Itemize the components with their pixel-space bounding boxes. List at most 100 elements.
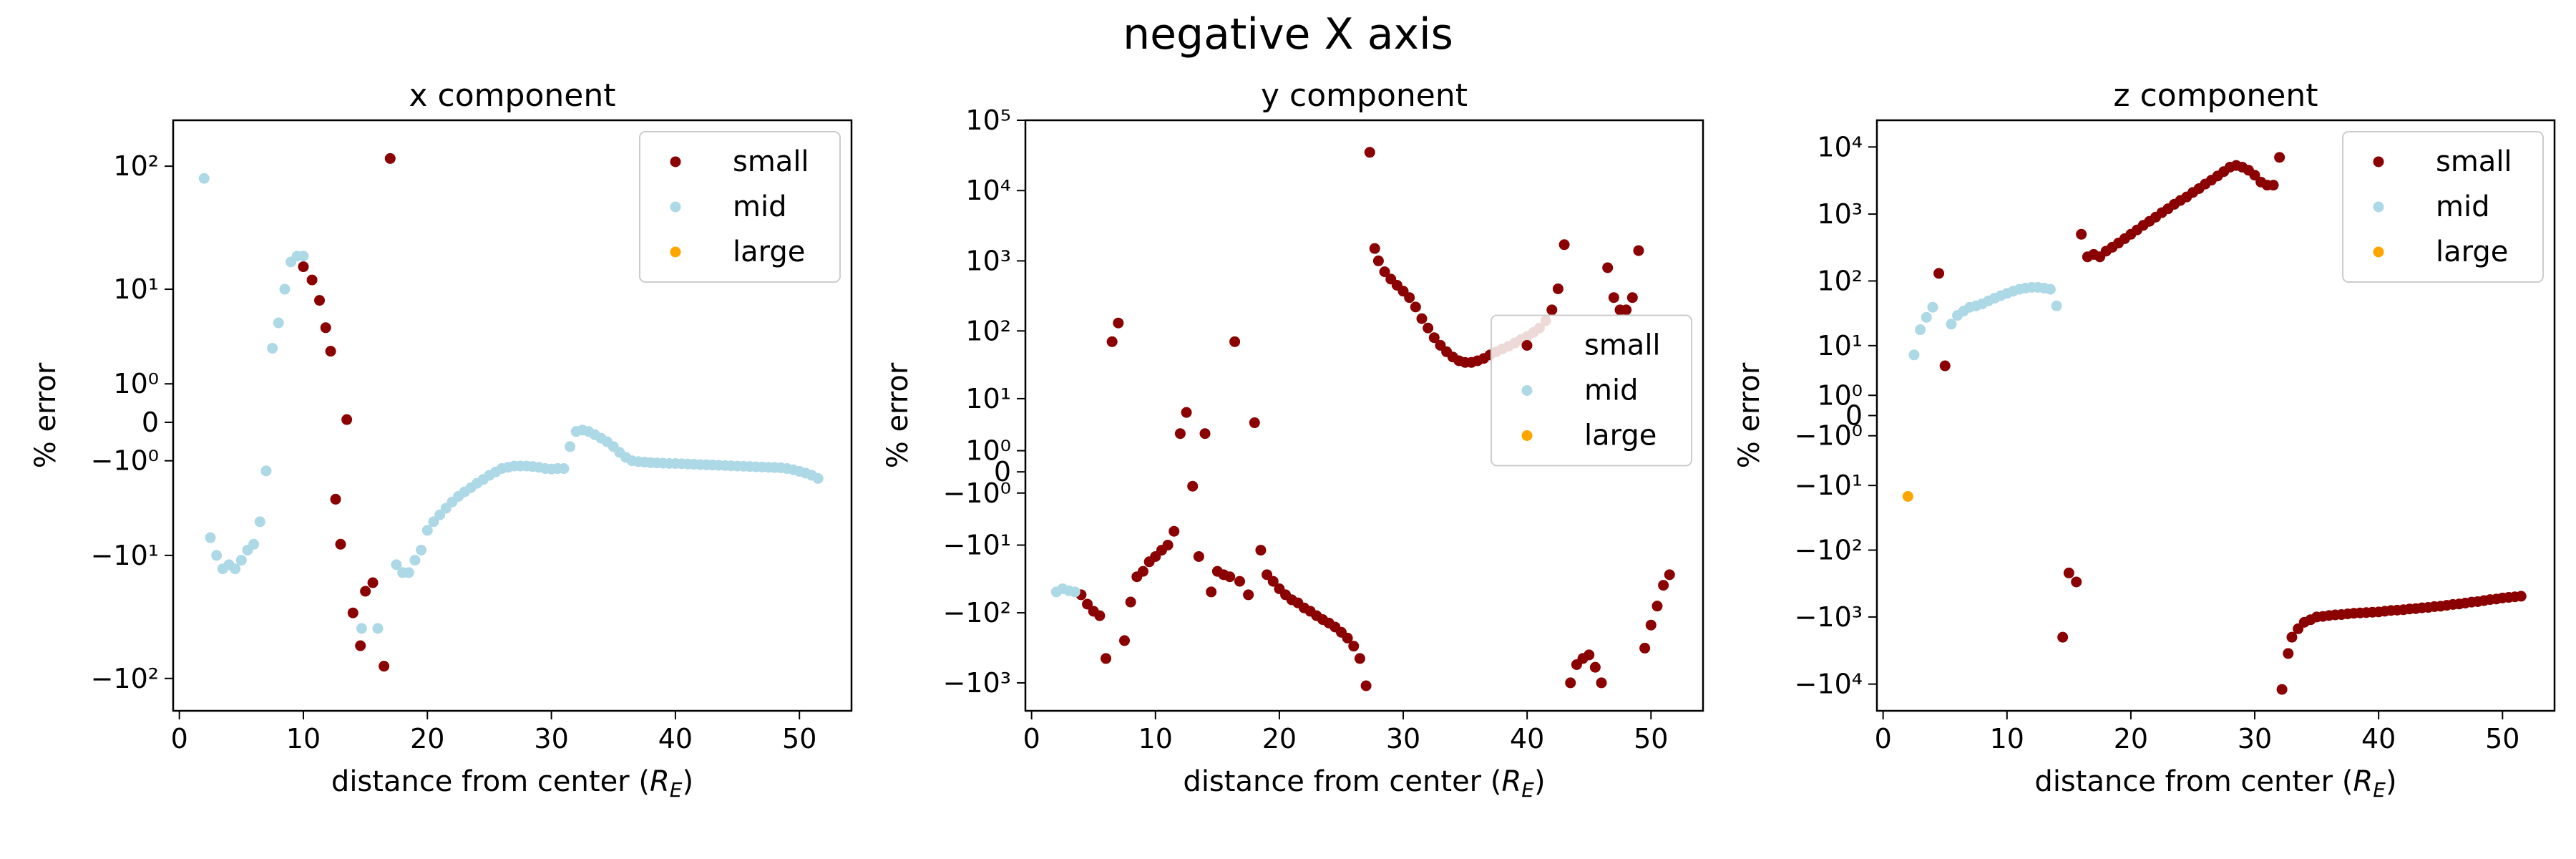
y-tick-label: 10² <box>1817 266 1863 297</box>
point-mid <box>267 342 278 354</box>
point-small <box>2283 648 2294 659</box>
point-mid <box>356 623 367 634</box>
point-small <box>1364 147 1375 158</box>
point-small <box>1224 571 1236 583</box>
point-small <box>1416 313 1428 324</box>
point-mid <box>372 623 384 634</box>
point-mid <box>409 555 421 566</box>
y-tick-label: −10² <box>1795 534 1863 566</box>
y-tick-label: −10³ <box>943 667 1011 699</box>
point-mid <box>1927 301 1938 313</box>
point-small <box>330 493 341 505</box>
point-small <box>1354 653 1365 664</box>
panel-3: z component 0 10 20 30 40 50 −10⁴ −10³ −10² −10¹ −1… <box>1733 77 2556 802</box>
y-tick-label: −10¹ <box>943 529 1011 560</box>
legend-box <box>639 131 841 283</box>
point-small <box>314 295 326 306</box>
x-axis-label: distance from center (RE) <box>331 765 693 802</box>
point-small <box>1664 569 1675 581</box>
x-tick-label: 0 <box>1875 723 1892 754</box>
point-small <box>2249 170 2260 181</box>
point-small <box>1369 243 1380 254</box>
point-small <box>1348 641 1360 652</box>
panel-title: z component <box>2114 77 2318 114</box>
point-small <box>1206 586 1217 598</box>
point-mid <box>812 472 824 484</box>
point-small <box>2276 684 2288 695</box>
point-small <box>2071 576 2082 588</box>
x-axis-label: distance from center (RE) <box>2034 765 2396 802</box>
point-small <box>1410 301 1421 313</box>
legend-marker-mid <box>2373 201 2384 213</box>
y-tick-label: 10¹ <box>1817 330 1863 361</box>
point-small <box>341 414 353 425</box>
point-small <box>1423 322 1434 334</box>
point-small <box>1137 566 1148 577</box>
x-axis-label-symbol: R <box>2353 765 2373 798</box>
point-mid <box>205 532 216 543</box>
point-small <box>1125 596 1136 608</box>
point-small <box>1234 576 1246 587</box>
legend-marker-small <box>1521 340 1533 351</box>
point-small <box>1546 304 1558 316</box>
y-tick-label: 10³ <box>965 245 1011 276</box>
point-small <box>320 322 331 334</box>
point-small <box>1106 336 1118 347</box>
y-tick-label: 0 <box>994 456 1011 487</box>
figure-title: negative X axis <box>1123 9 1453 59</box>
panel-title: x component <box>409 77 616 114</box>
x-axis-label-subscript: E <box>2373 778 2386 802</box>
point-small <box>1229 336 1241 347</box>
plot-frame <box>1875 119 2556 712</box>
point-mid <box>198 173 210 184</box>
point-mid <box>230 563 241 575</box>
y-tick-label: 10⁴ <box>1817 131 1863 162</box>
point-small <box>2515 591 2527 602</box>
point-small <box>2274 152 2285 163</box>
legend-label-mid: mid <box>1584 374 1638 407</box>
legend: small mid large <box>1491 314 1692 467</box>
y-tick-label: 10² <box>113 150 159 182</box>
legend: small mid large <box>639 131 841 283</box>
y-tick-label: −10⁰ <box>943 477 1011 509</box>
point-small <box>1267 576 1279 587</box>
y-tick-label: 10¹ <box>113 273 159 305</box>
x-axis-label-subscript: E <box>670 778 683 802</box>
legend-label-mid: mid <box>733 190 786 223</box>
point-small <box>1199 428 1211 440</box>
point-small <box>1094 610 1106 621</box>
y-tick-label: 10⁴ <box>965 175 1011 206</box>
plot-frame <box>1024 119 1704 712</box>
point-small <box>1652 601 1663 612</box>
point-mid <box>558 463 570 475</box>
point-large <box>1902 490 1913 502</box>
x-tick-label: 40 <box>658 723 693 754</box>
x-tick-label: 10 <box>1138 723 1173 754</box>
y-tick-label: −10⁰ <box>1795 420 1863 452</box>
x-tick-label: 40 <box>1510 723 1544 754</box>
point-mid <box>298 251 309 262</box>
point-small <box>1428 332 1440 344</box>
point-mid <box>1908 349 1920 361</box>
x-tick-label: 50 <box>1634 723 1668 754</box>
x-axis-label: distance from center (RE) <box>1183 765 1545 802</box>
point-small <box>1169 525 1180 537</box>
legend-label-small: small <box>733 145 809 178</box>
x-tick-label: 10 <box>1990 723 2024 754</box>
legend-label-small: small <box>1584 329 1661 362</box>
x-axis-label-close: ) <box>1534 765 1546 798</box>
y-tick-label: 0 <box>142 407 159 438</box>
point-small <box>379 661 390 672</box>
point-small <box>1602 262 1614 273</box>
y-tick-label: 10⁵ <box>965 105 1011 136</box>
point-small <box>2286 631 2298 643</box>
y-tick-label: 10⁰ <box>113 368 159 399</box>
legend-box <box>2342 131 2544 283</box>
point-small <box>298 261 309 273</box>
point-small <box>1939 360 1951 372</box>
point-small <box>325 346 336 357</box>
point-small <box>1255 545 1267 556</box>
x-tick-label: 30 <box>2238 723 2272 754</box>
